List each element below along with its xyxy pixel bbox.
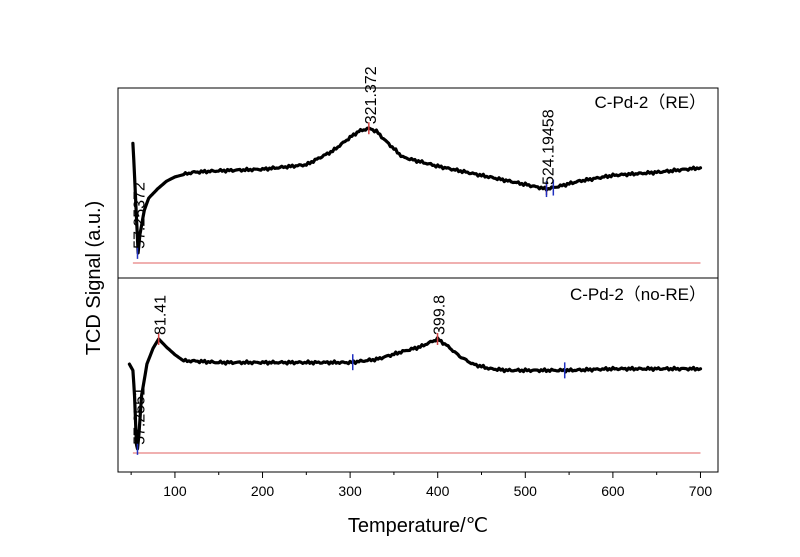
peak-label: 57.25372 (131, 182, 148, 249)
x-tick-label: 200 (251, 483, 275, 499)
x-tick-label: 700 (689, 483, 713, 499)
series-label-re: C-Pd-2（RE） (595, 93, 706, 112)
y-axis-label: TCD Signal (a.u.) (83, 201, 105, 356)
peak-label: 321.372 (363, 66, 380, 124)
series-label-no-re: C-Pd-2（no-RE） (570, 285, 706, 304)
peak-label: 524.19458 (540, 109, 557, 185)
peak-label: 81.41 (153, 295, 170, 335)
x-axis-label: Temperature/℃ (348, 515, 488, 537)
peak-annotations: 57.25372 321.372 524.19458 57.2551 81.41 399.… (131, 66, 557, 445)
peak-label: 399.8 (432, 295, 449, 335)
x-tick-label: 400 (426, 483, 450, 499)
plot-frame (117, 87, 719, 473)
x-tick-label: 600 (601, 483, 625, 499)
x-tick-label: 500 (514, 483, 538, 499)
plot-frames (117, 87, 719, 473)
x-axis-ticks: 100 200 300 400 500 600 700 (130, 472, 713, 499)
x-tick-label: 100 (163, 483, 187, 499)
series-line-1 (127, 336, 703, 451)
peak-label: 57.2551 (131, 387, 148, 445)
markers (136, 122, 566, 455)
curves (127, 126, 703, 451)
series-line-0 (131, 126, 703, 255)
baselines (132, 262, 701, 454)
x-tick-label: 300 (338, 483, 362, 499)
